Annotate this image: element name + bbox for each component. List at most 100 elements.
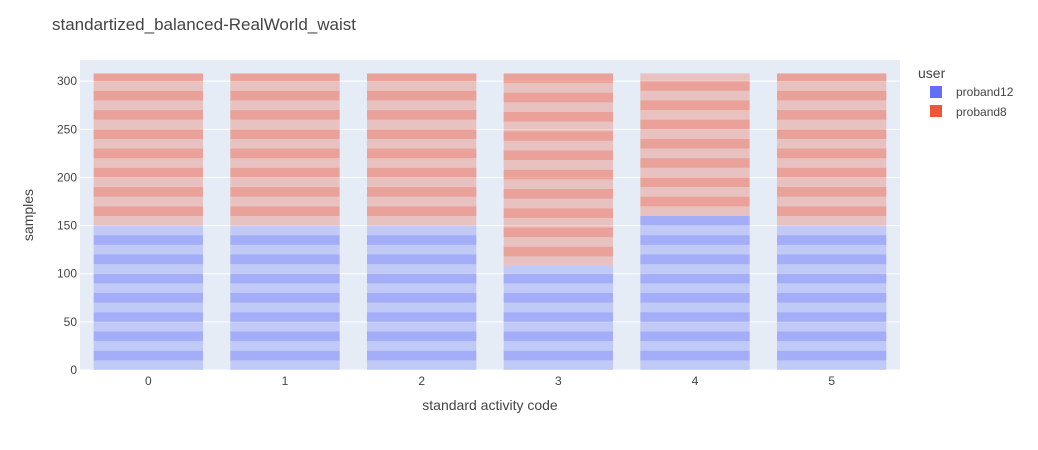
bar-segment <box>503 292 613 303</box>
bar-segment <box>230 225 340 236</box>
bar-segment <box>777 187 887 197</box>
legend[interactable]: user proband12 proband8 <box>918 65 1014 119</box>
bar-segment <box>503 227 613 238</box>
bar-proband8-0[interactable] <box>93 73 203 226</box>
bar-segment <box>230 177 340 188</box>
bar-segment <box>640 119 750 130</box>
bar-segment <box>503 189 613 199</box>
bar-segment <box>93 110 203 120</box>
bar-segment <box>503 360 613 370</box>
bar-segment <box>777 110 887 120</box>
x-tick-label: 0 <box>145 374 152 388</box>
y-axis-title: samples <box>20 189 36 241</box>
bar-segment <box>503 256 613 267</box>
bar-segment <box>640 312 750 322</box>
bar-proband8-4[interactable] <box>640 73 750 216</box>
bar-segment <box>777 321 887 332</box>
bar-segment <box>230 148 340 159</box>
bar-segment <box>503 111 613 122</box>
bar-segment <box>230 215 340 226</box>
bar-segment <box>640 302 750 313</box>
bar-segment <box>230 360 340 370</box>
bar-proband12-1[interactable] <box>230 225 340 370</box>
bar-segment <box>640 110 750 120</box>
legend-label-proband12[interactable]: proband12 <box>956 85 1014 99</box>
x-tick-label: 1 <box>282 374 289 388</box>
bar-segment <box>777 215 887 226</box>
bar-segment <box>503 140 613 151</box>
bar-segment <box>367 292 477 303</box>
bar-segment <box>230 292 340 303</box>
y-tick-label: 100 <box>57 267 77 281</box>
bar-segment <box>503 131 613 141</box>
bar-segment <box>93 225 203 236</box>
bars <box>93 73 887 370</box>
bar-proband8-3[interactable] <box>503 73 613 267</box>
legend-swatch-proband12[interactable] <box>930 86 942 98</box>
bar-proband12-3[interactable] <box>503 266 613 370</box>
bar-segment <box>503 83 613 93</box>
bar-segment <box>367 331 477 342</box>
bar-segment <box>777 254 887 265</box>
bar-proband12-0[interactable] <box>93 225 203 370</box>
bar-segment <box>230 167 340 178</box>
bar-segment <box>367 158 477 168</box>
bar-segment <box>230 341 340 351</box>
bar-segment <box>503 302 613 313</box>
bar-proband8-1[interactable] <box>230 73 340 226</box>
bar-segment <box>503 331 613 342</box>
bar-segment <box>230 302 340 313</box>
x-axis-ticks: 0 1 2 3 4 5 <box>145 374 835 388</box>
bar-segment <box>93 235 203 245</box>
bar-segment <box>230 73 340 82</box>
bar-segment <box>230 264 340 274</box>
x-tick-label: 5 <box>828 374 835 388</box>
bar-proband12-2[interactable] <box>367 225 477 370</box>
bar-segment <box>640 341 750 351</box>
bar-segment <box>367 73 477 82</box>
bar-segment <box>230 158 340 168</box>
bar-segment <box>93 138 203 149</box>
legend-swatch-proband8[interactable] <box>930 105 942 117</box>
bar-proband12-5[interactable] <box>777 225 887 370</box>
bar-segment <box>367 302 477 313</box>
bar-segment <box>640 81 750 91</box>
bar-segment <box>93 100 203 111</box>
bar-proband8-2[interactable] <box>367 73 477 226</box>
bar-proband8-5[interactable] <box>777 73 887 226</box>
bar-segment <box>640 158 750 168</box>
bar-segment <box>367 225 477 236</box>
bar-segment <box>230 331 340 342</box>
bar-segment <box>230 273 340 284</box>
bar-segment <box>640 215 750 226</box>
bar-segment <box>640 225 750 236</box>
bar-segment <box>230 235 340 245</box>
bar-segment <box>367 119 477 130</box>
bar-segment <box>367 254 477 265</box>
bar-segment <box>93 119 203 130</box>
bar-segment <box>640 254 750 265</box>
bar-segment <box>503 321 613 332</box>
bar-segment <box>777 148 887 159</box>
bar-segment <box>93 360 203 370</box>
bar-segment <box>230 138 340 149</box>
x-axis-title: standard activity code <box>422 397 558 413</box>
bar-segment <box>777 273 887 284</box>
bar-segment <box>640 244 750 255</box>
bar-segment <box>640 360 750 370</box>
bar-segment <box>777 73 887 82</box>
bar-segment <box>640 100 750 111</box>
bar-segment <box>93 244 203 255</box>
y-tick-label: 50 <box>64 315 78 329</box>
bar-segment <box>503 160 613 170</box>
y-tick-label: 0 <box>70 363 77 377</box>
legend-label-proband8[interactable]: proband8 <box>956 105 1007 119</box>
bar-segment <box>503 208 613 218</box>
bar-segment <box>640 73 750 82</box>
bar-segment <box>777 177 887 188</box>
bar-segment <box>93 73 203 82</box>
bar-segment <box>93 331 203 342</box>
bar-segment <box>777 312 887 322</box>
bar-proband12-4[interactable] <box>640 215 750 370</box>
